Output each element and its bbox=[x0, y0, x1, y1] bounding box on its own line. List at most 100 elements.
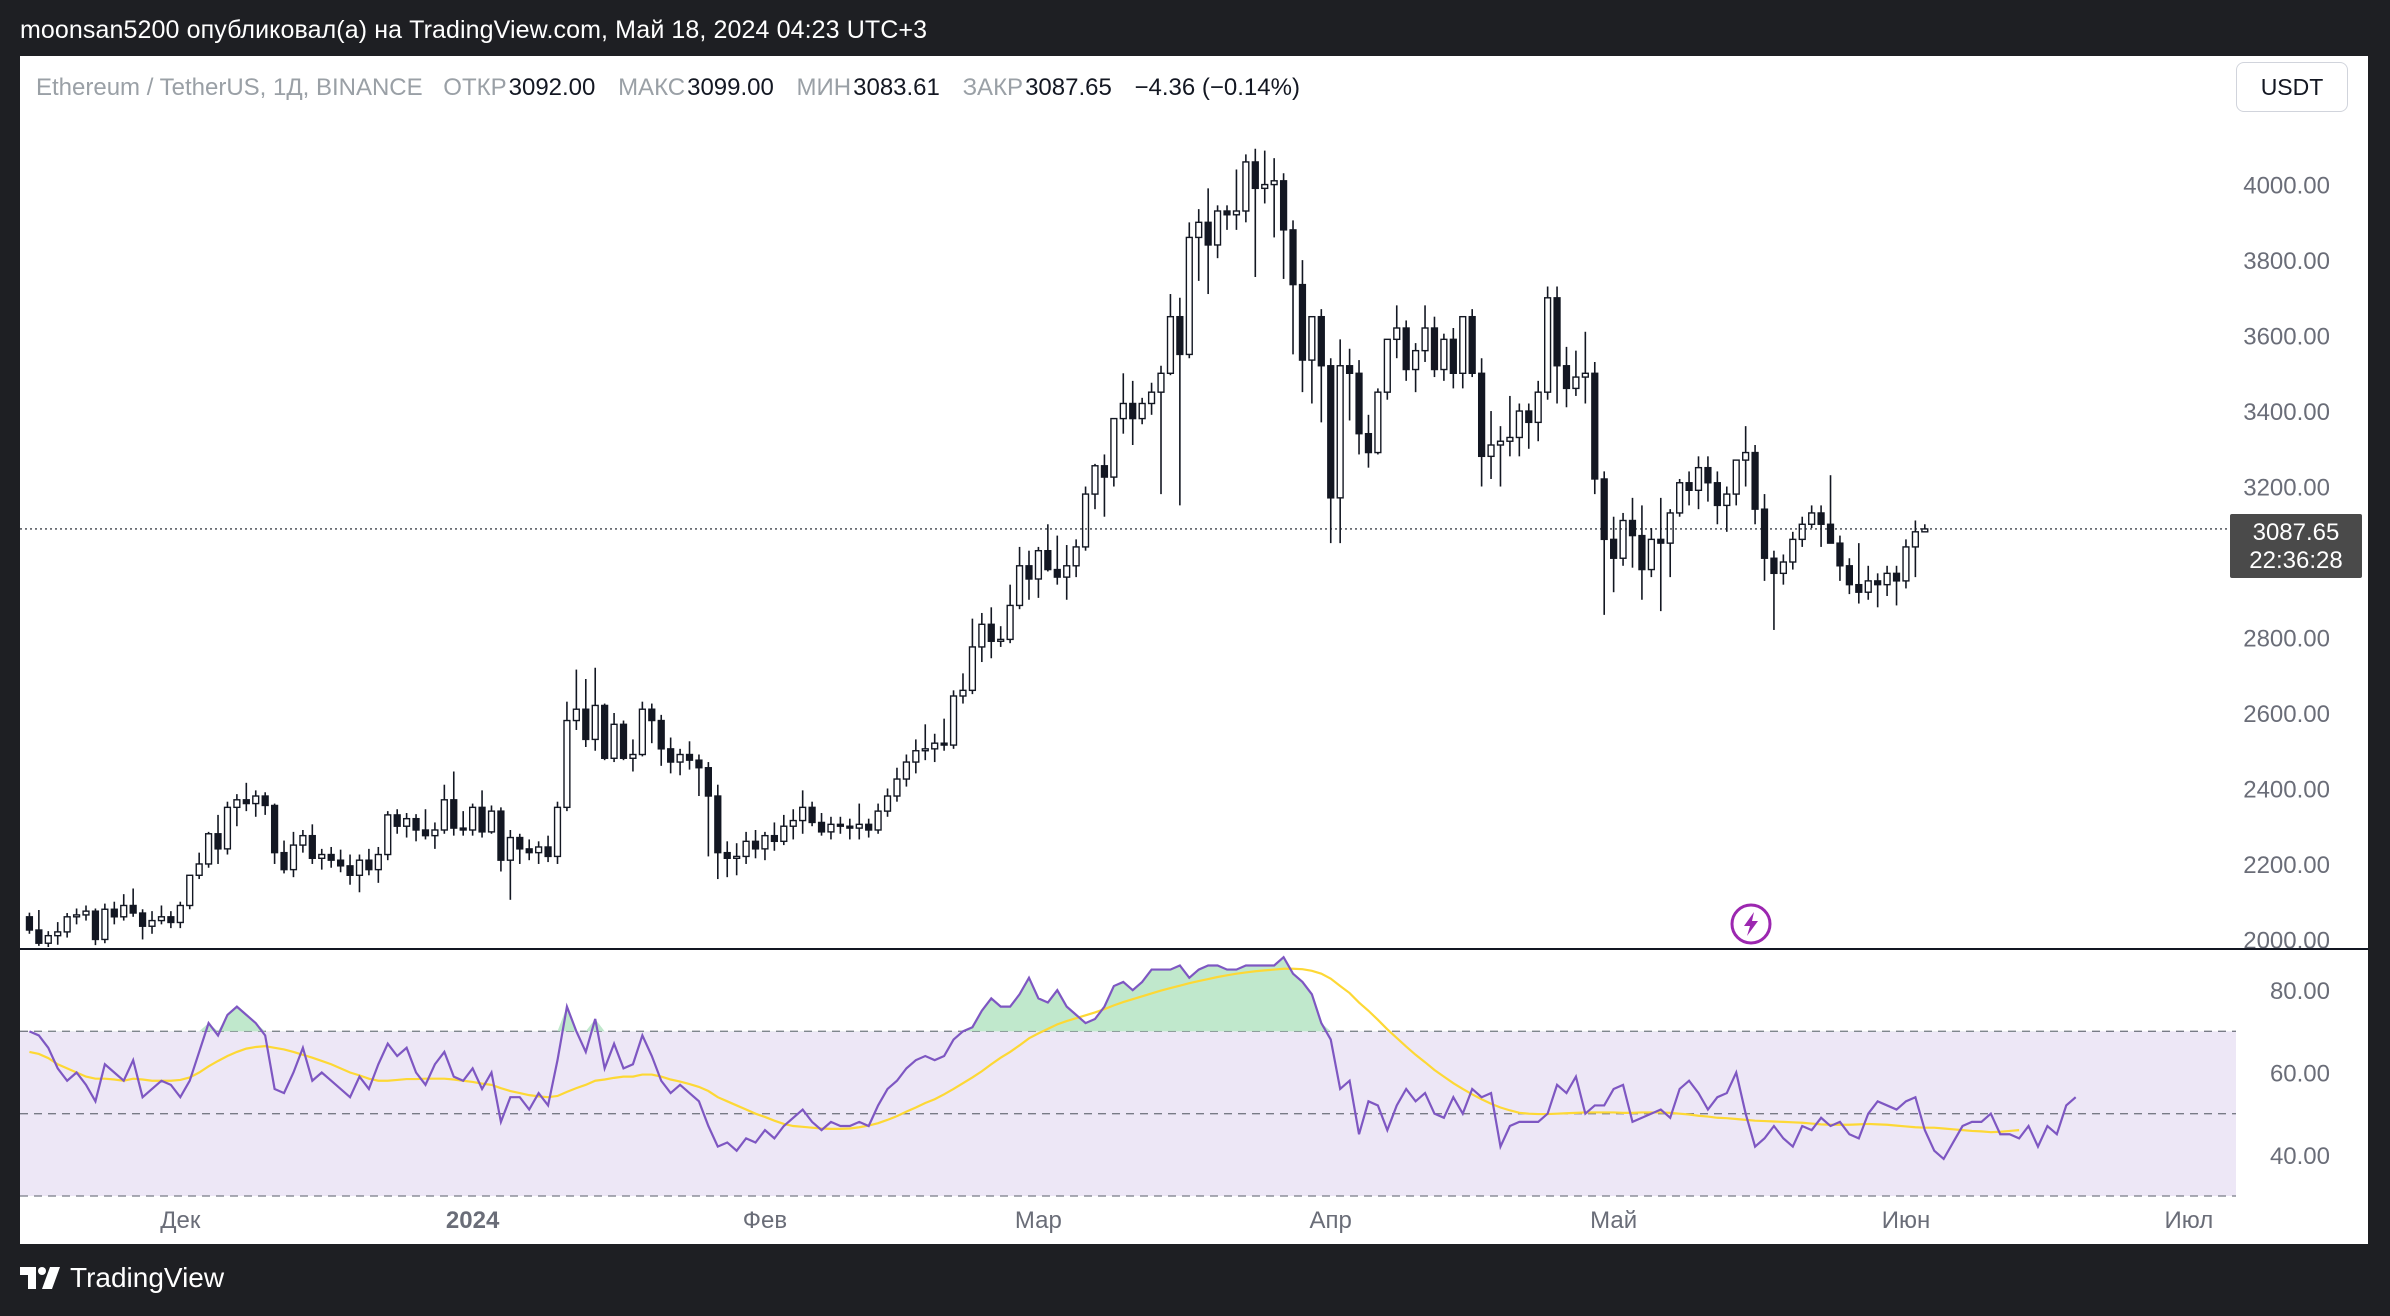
candle-body bbox=[619, 723, 628, 759]
candle-body bbox=[1789, 538, 1797, 563]
candle-body bbox=[1232, 210, 1241, 216]
candle-body bbox=[1704, 466, 1712, 484]
candle-body bbox=[110, 908, 118, 918]
time-axis: Дек 2024 Фев Мар Апр Май Июн Июл bbox=[160, 1207, 2213, 1234]
candle-body bbox=[1770, 557, 1778, 575]
candle-body bbox=[1487, 444, 1495, 458]
candle-body bbox=[817, 821, 826, 833]
candle-body bbox=[25, 916, 34, 931]
candle-body bbox=[1506, 436, 1514, 442]
candle-body bbox=[1411, 349, 1420, 371]
rsi-ma-line bbox=[29, 967, 2020, 1134]
candle-body bbox=[1081, 493, 1090, 548]
candle-body bbox=[1911, 531, 1920, 548]
time-axis-tick: Дек bbox=[160, 1207, 201, 1234]
candle-body bbox=[214, 833, 222, 850]
symbol-name[interactable]: Ethereum / TetherUS, 1Д, BINANCE bbox=[36, 74, 423, 101]
open-label: ОТКР bbox=[443, 74, 507, 101]
time-axis-tick: Июн bbox=[1882, 1207, 1931, 1234]
candle-body bbox=[723, 851, 731, 860]
candle-body bbox=[601, 704, 609, 759]
candle-body bbox=[591, 704, 599, 741]
candle-body bbox=[308, 834, 316, 860]
candle-body bbox=[101, 908, 109, 941]
candle-body bbox=[1053, 568, 1061, 578]
candle-body bbox=[157, 916, 166, 922]
candle-body bbox=[997, 638, 1005, 642]
candle-body bbox=[855, 823, 863, 829]
candle-body bbox=[516, 836, 524, 850]
candle-body bbox=[129, 904, 137, 914]
candle-body bbox=[82, 910, 90, 916]
candle-body bbox=[1581, 372, 1589, 378]
candle-body bbox=[949, 695, 958, 746]
chart-svg[interactable]: 2000.002200.002400.002600.002800.003000.… bbox=[20, 56, 2368, 1244]
candle-body bbox=[176, 904, 184, 924]
chart-frame[interactable]: 2000.002200.002400.002600.002800.003000.… bbox=[20, 56, 2368, 1244]
time-axis-tick: Май bbox=[1590, 1207, 1637, 1234]
candle-body bbox=[1308, 315, 1316, 361]
candle-body bbox=[1327, 365, 1335, 499]
candle-body bbox=[1657, 538, 1665, 544]
candle-body bbox=[714, 795, 722, 854]
candle-body bbox=[883, 795, 892, 812]
candle-body bbox=[223, 806, 232, 850]
candle-body bbox=[280, 851, 288, 871]
candle-body bbox=[1892, 572, 1901, 582]
candle-body bbox=[497, 810, 505, 861]
candle-body bbox=[770, 834, 779, 843]
bar-countdown: 22:36:28 bbox=[2249, 547, 2342, 574]
candle-body bbox=[808, 806, 816, 824]
candle-body bbox=[648, 708, 656, 722]
candle-body bbox=[450, 799, 458, 829]
candle-body bbox=[1119, 402, 1127, 420]
candle-body bbox=[261, 795, 269, 807]
candle-body bbox=[1732, 459, 1740, 495]
candle-body bbox=[1336, 365, 1344, 499]
candle-body bbox=[695, 759, 703, 769]
candle-body bbox=[1666, 512, 1674, 544]
candle-body bbox=[553, 806, 562, 858]
high-value: 3099.00 bbox=[687, 74, 774, 101]
candle-body bbox=[1251, 161, 1259, 190]
candle-body bbox=[1477, 372, 1486, 458]
candle-body bbox=[1468, 315, 1476, 374]
candle-body bbox=[1317, 315, 1325, 367]
candle-body bbox=[35, 929, 43, 944]
candle-body bbox=[1270, 180, 1278, 186]
candle-body bbox=[1742, 451, 1750, 461]
candle-body bbox=[1572, 376, 1580, 390]
candle-body bbox=[1760, 508, 1769, 559]
candle-body bbox=[789, 819, 797, 827]
brand-footer[interactable]: TradingView bbox=[20, 1262, 224, 1294]
candle-body bbox=[544, 846, 552, 858]
candle-body bbox=[836, 823, 845, 827]
price-axis-tick: 2000.00 bbox=[2243, 927, 2330, 954]
candle-body bbox=[1157, 372, 1165, 393]
candle-body bbox=[610, 723, 618, 759]
price-axis-tick: 3400.00 bbox=[2243, 399, 2330, 426]
candle-body bbox=[931, 742, 939, 750]
candle-body bbox=[1544, 297, 1552, 393]
candle-body bbox=[412, 817, 420, 831]
time-axis-tick: 2024 bbox=[446, 1207, 500, 1234]
close-value: 3087.65 bbox=[1025, 74, 1112, 101]
candle-body bbox=[987, 623, 995, 642]
candle-body bbox=[63, 916, 71, 933]
candle-body bbox=[799, 806, 807, 822]
rsi-axis-tick: 60.00 bbox=[2270, 1061, 2330, 1088]
candle-body bbox=[1242, 161, 1250, 212]
candle-body bbox=[1449, 338, 1457, 374]
candle-body bbox=[1553, 297, 1561, 367]
low-value: 3083.61 bbox=[853, 74, 940, 101]
candle-body bbox=[487, 810, 496, 833]
candle-body bbox=[72, 914, 81, 918]
currency-button[interactable]: USDT bbox=[2236, 62, 2348, 112]
candle-body bbox=[1421, 327, 1429, 352]
lightning-icon[interactable] bbox=[1730, 903, 1772, 945]
candle-body bbox=[1279, 180, 1288, 231]
candle-body bbox=[893, 778, 901, 797]
candle-body bbox=[44, 934, 52, 944]
candle-body bbox=[1138, 402, 1146, 420]
candle-body bbox=[1836, 542, 1844, 567]
